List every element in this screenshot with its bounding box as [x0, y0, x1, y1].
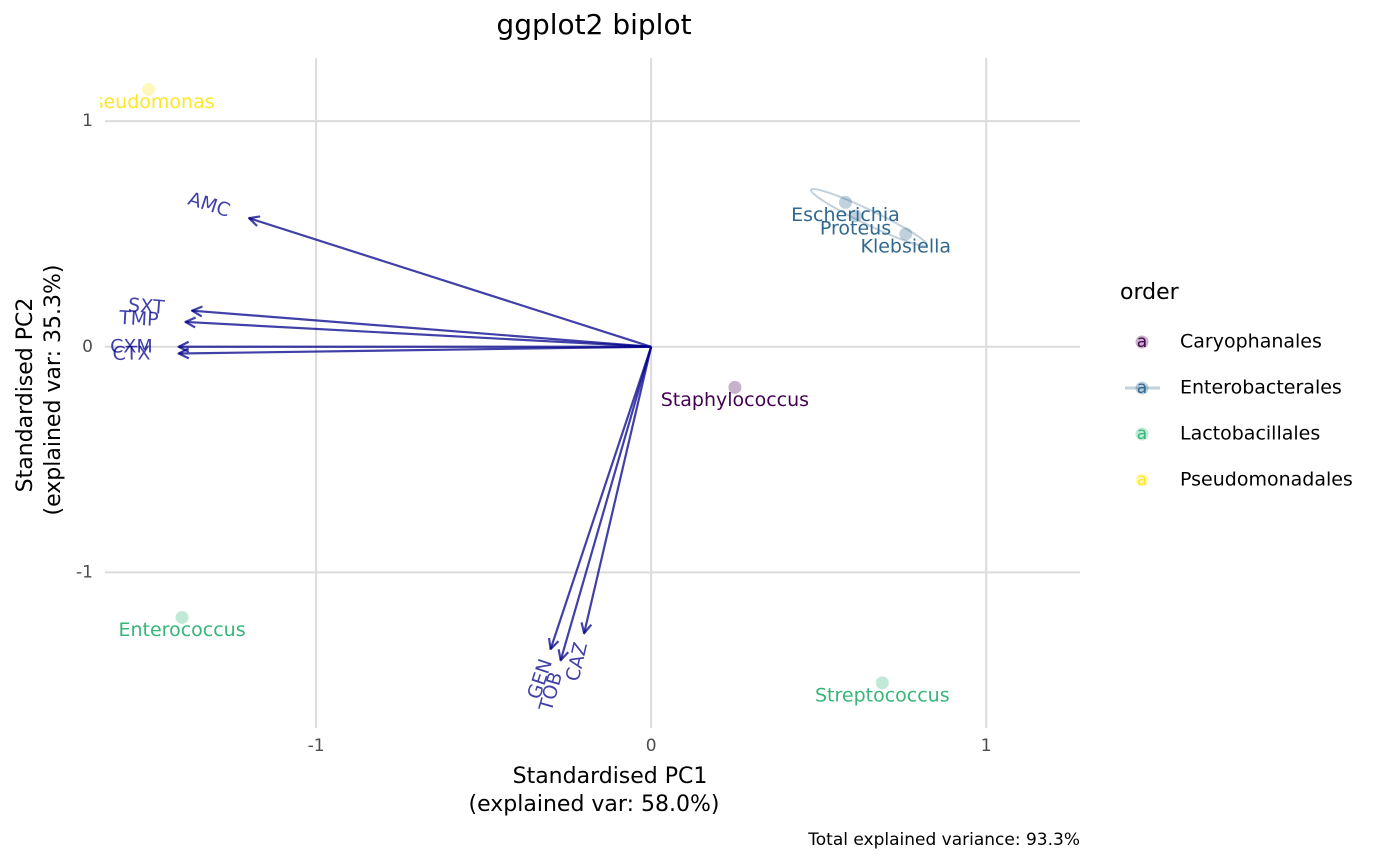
loading-arrow — [185, 322, 652, 348]
legend-key — [1135, 473, 1149, 487]
y-axis-title: (explained var: 35.3%) — [41, 265, 66, 516]
loading-arrow — [192, 311, 652, 348]
legend-label: Lactobacillales — [1180, 423, 1320, 445]
point-label: Klebsiella — [860, 235, 951, 257]
point-label: Escherichia — [791, 204, 900, 226]
caption: Total explained variance: 93.3% — [807, 830, 1080, 850]
loading-label: CAZ — [562, 640, 592, 683]
point-label: Streptococcus — [815, 684, 950, 706]
point — [875, 676, 889, 690]
loading-arrow — [561, 346, 653, 661]
loading-label: SXT — [127, 294, 165, 319]
legend-key-text: a — [1137, 470, 1147, 490]
point — [728, 380, 742, 394]
point — [838, 195, 852, 209]
point-label: Enterococcus — [119, 619, 246, 641]
loading-label: CXM — [110, 335, 153, 357]
ellipse — [809, 187, 928, 247]
legend-title: order — [1120, 280, 1180, 305]
legend-key — [1135, 335, 1149, 349]
point — [142, 83, 156, 97]
chart-title: ggplot2 biplot — [496, 8, 691, 41]
point — [899, 227, 913, 241]
point-label: Staphylococcus — [661, 389, 809, 411]
point-label: Proteus — [820, 217, 891, 239]
y-tick-label: 0 — [82, 337, 93, 357]
x-axis-title: (explained var: 58.0%) — [469, 792, 720, 817]
panel: Staphylococcus EscherichiaProteusKlebsiel… — [82, 83, 951, 715]
y-tick-label: -1 — [76, 562, 93, 582]
y-axis-title: Standardised PC2 — [13, 298, 38, 493]
legend-label: Pseudomonadales — [1180, 469, 1353, 491]
loading-arrow — [249, 218, 652, 348]
point — [849, 209, 863, 223]
x-tick-label: 1 — [981, 736, 992, 756]
loading-arrow — [179, 345, 652, 354]
x-axis-title: Standardised PC1 — [513, 764, 708, 789]
y-tick-label: 1 — [82, 111, 93, 131]
x-tick-label: 0 — [646, 736, 657, 756]
loading-label: TMP — [118, 307, 160, 331]
legend-label: Enterobacterales — [1180, 377, 1342, 399]
legend-label: Caryophanales — [1180, 331, 1322, 353]
legend-key-text: a — [1137, 332, 1147, 352]
loading-arrow — [551, 346, 653, 649]
grid — [105, 58, 1080, 728]
loading-label: AMC — [185, 188, 232, 222]
x-tick-label: -1 — [308, 736, 325, 756]
point-label: Pseudomonas — [82, 91, 214, 113]
loading-label: CTX — [112, 342, 150, 365]
legend-key — [1135, 381, 1149, 395]
point — [175, 610, 189, 624]
loading-arrow — [584, 346, 653, 633]
legend-key-text: a — [1137, 378, 1147, 398]
legend-key — [1135, 427, 1149, 441]
legend-key-text: a — [1137, 424, 1147, 444]
